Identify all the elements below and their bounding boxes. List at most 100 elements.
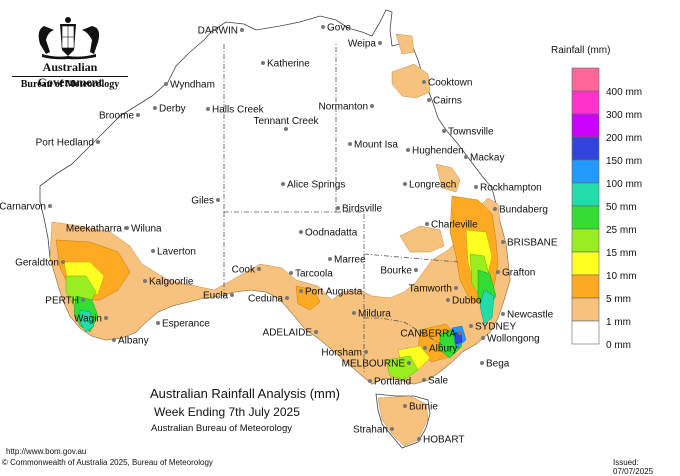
- place-dot: [493, 207, 497, 211]
- place-label: Bourke: [380, 266, 412, 277]
- place-dot: [378, 41, 382, 45]
- place-label: Townsville: [448, 127, 494, 138]
- agency-name: Bureau of Meteorology: [20, 79, 120, 90]
- place-label: Tamworth: [409, 284, 452, 295]
- place-label: Bundaberg: [499, 205, 548, 216]
- place-label: Kalgoorlie: [149, 277, 194, 288]
- place-label: Port Augusta: [305, 287, 363, 298]
- place-label: Esperance: [162, 319, 210, 330]
- place-dot: [480, 361, 484, 365]
- place-label: Giles: [191, 196, 214, 207]
- place-label: Port Hedland: [36, 138, 94, 149]
- place-label: Newcastle: [507, 310, 554, 321]
- footer-copyright: © Commonwealth of Australia 2025, Bureau…: [2, 458, 213, 467]
- place-dot: [427, 98, 431, 102]
- place-dot: [496, 270, 500, 274]
- legend-swatch: [571, 205, 600, 230]
- place-label: Laverton: [157, 247, 196, 258]
- legend-swatch: [571, 228, 600, 253]
- place-dot: [285, 296, 289, 300]
- place-dot: [425, 222, 429, 226]
- government-name: Australian Government: [37, 60, 103, 89]
- place-dot: [136, 113, 140, 117]
- place-label: Bega: [486, 359, 510, 370]
- place-labels: DARWIN Gove Weipa Wyndham Katherine Cooktown C…: [0, 23, 558, 446]
- place-dot: [423, 346, 427, 350]
- legend-swatch: [571, 90, 600, 115]
- legend-label: 0 mm: [606, 340, 631, 351]
- place-dot: [446, 298, 450, 302]
- place-dot: [368, 379, 372, 383]
- place-dot: [230, 293, 234, 297]
- legend-label: 5 mm: [606, 294, 631, 305]
- place-dot: [257, 267, 261, 271]
- place-dot: [321, 25, 325, 29]
- place-label: Albany: [118, 336, 149, 347]
- place-dot: [422, 378, 426, 382]
- place-dot: [422, 80, 426, 84]
- place-label: Wagin: [74, 314, 102, 325]
- place-label: Eucla: [203, 291, 228, 302]
- place-dot: [328, 257, 332, 261]
- place-label: Weipa: [348, 39, 377, 50]
- place-label: Normanton: [319, 102, 368, 113]
- place-label: Wollongong: [487, 334, 540, 345]
- place-dot: [216, 198, 220, 202]
- legend-label: 10 mm: [606, 271, 637, 282]
- place-dot: [406, 148, 410, 152]
- rain-50-100mm: [79, 289, 495, 333]
- place-label: ADELAIDE: [263, 328, 313, 339]
- legend-swatch: [571, 297, 600, 322]
- place-label: Oodnadatta: [305, 228, 358, 239]
- place-dot: [164, 82, 168, 86]
- place-dot: [299, 289, 303, 293]
- place-label: Meekatharra: [66, 224, 123, 235]
- map-title-line3: Australian Bureau of Meteorology: [151, 423, 292, 434]
- place-dot: [481, 336, 485, 340]
- place-label: Rockhampton: [480, 183, 542, 194]
- place-dot: [352, 311, 356, 315]
- legend-swatch: [571, 182, 600, 207]
- place-label: Portland: [374, 377, 411, 388]
- place-dot: [81, 298, 85, 302]
- place-dot: [464, 155, 468, 159]
- place-dot: [390, 427, 394, 431]
- legend-label: 150 mm: [606, 156, 642, 167]
- place-label: Charleville: [431, 220, 478, 231]
- place-label: Dubbo: [452, 296, 482, 307]
- place-dot: [501, 240, 505, 244]
- place-dot: [336, 206, 340, 210]
- map-title-line1: Australian Rainfall Analysis (mm): [150, 386, 340, 401]
- place-label: DARWIN: [198, 26, 238, 37]
- place-label: Cairns: [433, 96, 462, 107]
- place-label: CANBERRA: [400, 329, 456, 340]
- place-label: Wyndham: [170, 80, 215, 91]
- place-dot: [474, 185, 478, 189]
- place-dot: [407, 361, 411, 365]
- legend-label: 1 mm: [606, 317, 631, 328]
- place-dot: [299, 230, 303, 234]
- place-label: Grafton: [502, 268, 535, 279]
- place-label: Ceduna: [248, 294, 283, 305]
- place-label: Halls Creek: [212, 105, 265, 116]
- place-label: Broome: [99, 111, 134, 122]
- place-label: Katherine: [267, 59, 310, 70]
- place-label: Strahan: [353, 425, 388, 436]
- coat-of-arms-icon: [38, 17, 100, 60]
- map-title-line2: Week Ending 7th July 2025: [154, 405, 300, 419]
- place-label: HOBART: [423, 435, 465, 446]
- place-label: Longreach: [409, 180, 456, 191]
- place-dot: [442, 129, 446, 133]
- header-logo: [6, 10, 132, 96]
- place-dot: [417, 437, 421, 441]
- place-dot: [403, 182, 407, 186]
- place-dot: [153, 106, 157, 110]
- place-dot: [370, 104, 374, 108]
- place-label: SYDNEY: [475, 322, 516, 333]
- place-label: Marree: [334, 255, 366, 266]
- place-dot: [156, 321, 160, 325]
- place-label: Mackay: [470, 153, 504, 164]
- place-label: Mildura: [358, 309, 391, 320]
- legend-scale: 400 mm 300 mm 200 mm 150 mm 100 mm 50 mm 25 mm…: [571, 67, 642, 351]
- place-label: Sale: [428, 376, 448, 387]
